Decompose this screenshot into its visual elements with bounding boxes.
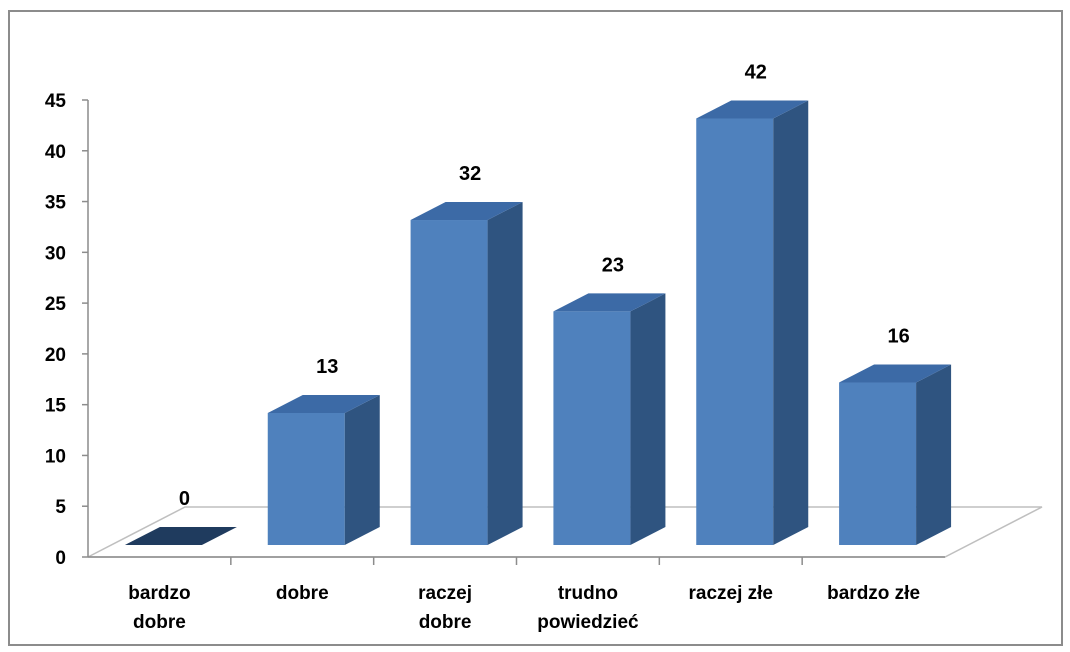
x-tick-label: dobre xyxy=(419,612,472,633)
y-tick-label: 0 xyxy=(55,548,66,569)
data-label: 16 xyxy=(887,326,909,348)
bar-top xyxy=(553,293,666,312)
bar-top xyxy=(696,100,809,119)
y-tick-label: 20 xyxy=(45,345,66,366)
bar-front xyxy=(839,382,917,545)
data-label: 13 xyxy=(316,356,338,378)
data-label: 23 xyxy=(602,254,624,276)
bar-side xyxy=(344,394,380,545)
y-tick-label: 10 xyxy=(45,446,66,467)
bar-top xyxy=(410,202,523,221)
data-label: 0 xyxy=(179,488,190,510)
bar-side xyxy=(630,293,666,545)
x-tick-label: raczej xyxy=(418,583,472,604)
bar-side xyxy=(773,100,809,545)
bar-front xyxy=(410,220,488,545)
y-tick-label: 5 xyxy=(55,497,66,518)
y-tick-label: 30 xyxy=(45,243,66,264)
x-tick-label: raczej złe xyxy=(689,583,774,604)
y-tick-label: 25 xyxy=(45,294,67,315)
bar-side xyxy=(487,202,523,545)
x-tick-label: dobre xyxy=(276,583,329,604)
y-tick-label: 40 xyxy=(45,142,66,163)
x-tick-label: bardzo złe xyxy=(827,583,920,604)
x-tick-label: trudno xyxy=(558,583,618,604)
y-tick-label: 35 xyxy=(45,193,67,214)
y-tick-label: 15 xyxy=(45,396,67,417)
bar-side xyxy=(916,364,952,545)
bar-top xyxy=(839,364,952,383)
bar-top xyxy=(124,527,237,545)
data-label: 32 xyxy=(459,163,481,185)
bar-front xyxy=(267,412,345,545)
bar-front xyxy=(696,118,774,545)
bar-top xyxy=(267,394,380,413)
data-label: 42 xyxy=(745,61,767,83)
x-tick-label: powiedzieć xyxy=(537,612,639,633)
x-tick-label: bardzo xyxy=(128,583,190,604)
bar-front xyxy=(553,311,631,545)
y-tick-label: 45 xyxy=(45,91,67,112)
x-tick-label: dobre xyxy=(133,612,186,633)
